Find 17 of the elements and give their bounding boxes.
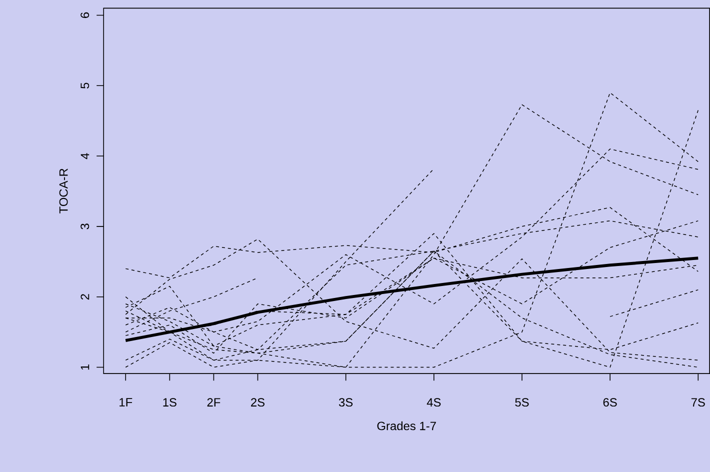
y-tick-label: 5 [80, 82, 90, 88]
x-tick-label: 2S [251, 398, 265, 407]
x-tick-label: 3S [338, 398, 353, 407]
x-tick-label: 5S [515, 398, 529, 407]
y-tick-label: 2 [80, 294, 90, 300]
x-tick-label: 7S [691, 398, 705, 407]
y-tick-label: 6 [80, 12, 90, 18]
x-tick-label: 4S [426, 398, 441, 407]
x-tick-label: 1S [163, 398, 176, 407]
y-tick-label: 1 [80, 364, 90, 370]
x-tick-label: 1F [120, 398, 132, 406]
y-tick-label: 4 [80, 153, 90, 160]
x-tick-label: 2F [207, 398, 220, 406]
x-tick-label: 6S [603, 398, 617, 407]
x-axis-title: Grades 1-7 [377, 421, 436, 430]
y-tick-label: 3 [80, 224, 90, 230]
y-axis-title: TOCA-R [59, 168, 68, 214]
